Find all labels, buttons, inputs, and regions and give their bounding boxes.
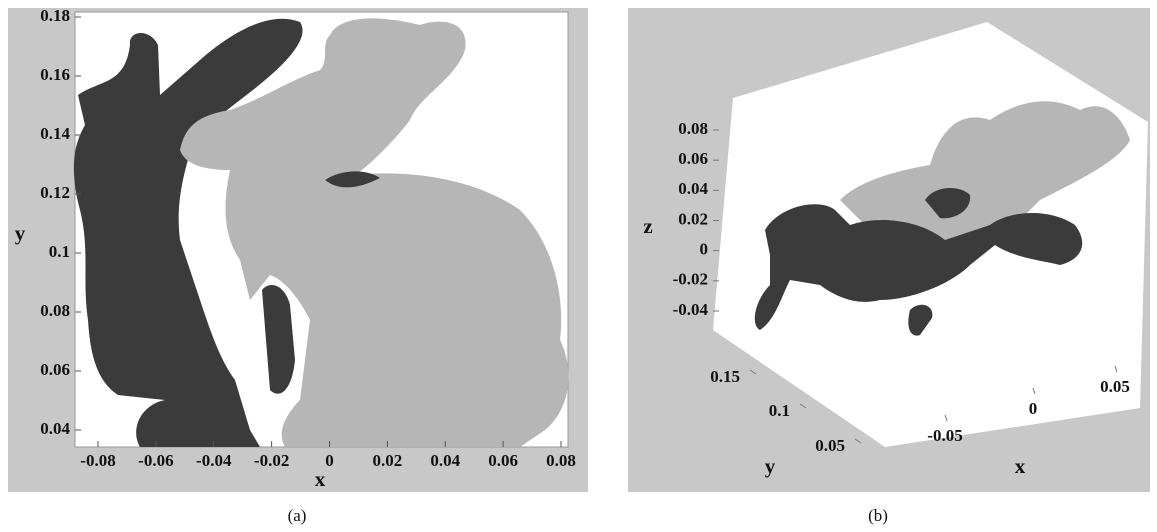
x-tick-label: 0.04 bbox=[430, 451, 460, 470]
x-tick-label: -0.06 bbox=[138, 451, 173, 470]
x-tick-label: -0.08 bbox=[80, 451, 115, 470]
x-tick-label: -0.04 bbox=[196, 451, 232, 470]
x-tick-label: -0.05 bbox=[927, 426, 962, 445]
y-tick-label: 0.08 bbox=[40, 301, 70, 320]
z-tick-label: 0.06 bbox=[678, 149, 708, 168]
z-tick-label: 0.04 bbox=[678, 179, 708, 198]
x-tick-label: 0.06 bbox=[488, 451, 518, 470]
z-tick-label: -0.04 bbox=[673, 300, 709, 319]
figure: -0.08 -0.06 -0.04 -0.02 0 0.02 0.04 0.06 0.08 0.1… bbox=[0, 0, 1157, 527]
x-tick-label: -0.02 bbox=[254, 451, 289, 470]
x-axis-label: x bbox=[1015, 454, 1026, 478]
y-tick-label: 0.14 bbox=[40, 124, 70, 143]
x-tick-label: 0.05 bbox=[1100, 377, 1130, 396]
x-tick-label: 0 bbox=[1029, 399, 1038, 418]
caption: (a) bbox=[288, 506, 307, 525]
y-tick-label: 0.18 bbox=[40, 6, 70, 25]
caption: (b) bbox=[868, 506, 888, 525]
z-tick-label: 0 bbox=[700, 240, 709, 259]
y-tick-label: 0.16 bbox=[40, 65, 70, 84]
y-tick-label: 0.1 bbox=[769, 401, 790, 420]
y-tick-label: 0.06 bbox=[40, 360, 70, 379]
x-tick-label: 0.02 bbox=[373, 451, 403, 470]
y-tick-label: 0.1 bbox=[49, 242, 70, 261]
y-tick-label: 0.12 bbox=[40, 183, 70, 202]
x-axis-label: x bbox=[315, 467, 326, 491]
z-axis-label: z bbox=[643, 214, 652, 238]
y-axis-label: y bbox=[765, 454, 776, 478]
x-tick-label: 0.08 bbox=[546, 451, 576, 470]
y-tick-label: 0.04 bbox=[40, 419, 70, 438]
y-axis-label: y bbox=[15, 221, 26, 245]
y-tick-label: 0.05 bbox=[815, 436, 845, 455]
y-tick-label: 0.15 bbox=[710, 367, 740, 386]
x-tick-label: 0 bbox=[325, 451, 334, 470]
z-tick-label: 0.08 bbox=[678, 119, 708, 138]
z-tick-label: -0.02 bbox=[673, 270, 708, 289]
z-tick-label: 0.02 bbox=[678, 209, 708, 228]
